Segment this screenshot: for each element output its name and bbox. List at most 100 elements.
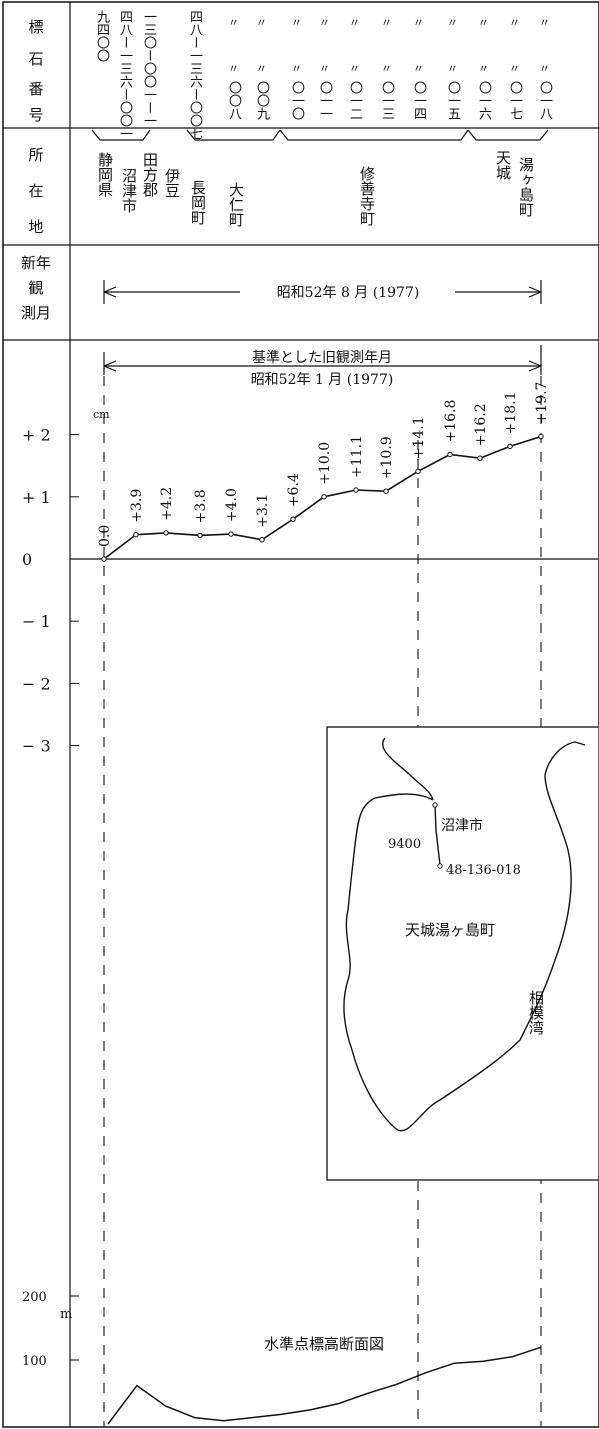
ditto-mark: 〃 [509,16,520,29]
location-shuzenji: 修善寺町 [358,166,376,226]
header-char: 号 [28,106,43,124]
ditto-mark: 〃 [349,16,360,29]
data-point [228,531,234,537]
data-label: +6.4 [286,473,302,507]
bench-number: 〇一八 [537,81,552,120]
header-char: 観 [28,279,43,297]
ditto-mark: 〃 [381,16,392,29]
data-label: +3.8 [193,489,209,523]
location-amagi: 天城 [494,150,512,180]
data-label: +3.9 [129,489,145,523]
new-observation-arrow [103,280,542,304]
y-tick-label: − 2 [22,674,51,693]
elevation-ticks: 200 100 [22,1290,79,1369]
bench-number: 〇〇九 [254,81,269,120]
map-label-end: 48-136-018 [446,863,521,878]
header-char: 番 [28,80,43,98]
header-char: 石 [28,50,43,68]
map-label-start: 9400 [388,837,421,852]
header-labels: 標 石 番 号 所 在 地 新年 観 測月 [21,18,51,322]
elevation-tick-label: 200 [22,1290,47,1305]
data-point [477,455,483,461]
location-tagata-county: 田方郡 [141,152,159,197]
new-observation-header: 新年 観 測月 [21,254,51,322]
ditto-mark: 〃 [319,16,330,29]
ditto-mark: 〃 [478,16,489,29]
elevation-profile-chart: m 200 100 水準点標高断面図 [22,1290,542,1425]
cm-unit-label: cm [93,408,110,421]
ditto-mark: 〃 [349,62,360,75]
data-point [321,494,327,500]
data-point [383,488,389,494]
location-yugashima: 湯ヶ島町 [517,157,535,217]
ditto-mark: 〃 [228,62,239,75]
bench-number: 九四〇〇 [94,10,109,62]
location-header: 所 在 地 [28,146,43,236]
data-point [290,516,296,522]
ditto-mark: 〃 [381,62,392,75]
data-point [259,537,265,543]
data-point [507,443,513,450]
bench-number: 四八ー一三六ー〇〇七 [187,10,202,140]
bench-number: 四八ー一三六ー〇〇一 [117,10,132,140]
inset-map: 沼津市 9400 48-136-018 天城湯ヶ島町 [326,726,599,1181]
data-point [101,556,107,562]
data-point [133,532,139,538]
location-nagaoka: 長岡町 [189,180,207,225]
location-izu: 伊豆 [163,168,181,198]
header-char: 標 [28,18,43,36]
bench-number: 〇一五 [445,81,460,120]
reference-arrow [103,345,542,375]
data-label: +4.2 [159,487,175,521]
route-start-point [432,802,438,808]
river-line [382,737,434,801]
data-label: +11.1 [349,435,365,478]
data-label: +16.2 [473,403,489,446]
y-tick-label: + 2 [22,426,51,445]
reference-date-label: 基準とした旧観測年月 [252,349,392,366]
data-point [163,530,169,536]
dashed-guides [103,376,542,1427]
data-point [447,451,453,458]
data-label: +10.0 [317,442,333,485]
map-label-numazu: 沼津市 [441,817,483,834]
ditto-mark: 〃 [539,16,550,29]
header-char: 測月 [21,304,51,322]
ditto-mark: 〃 [413,16,424,29]
data-point [415,468,421,474]
ditto-mark: 〃 [413,62,424,75]
ditto-mark: 〃 [447,62,458,75]
displacement-chart: cm + 2 + 1 0 − 1 − 2 − 3 0.0 +3.9 +4.2 +3.8 +4.0 +… [22,382,599,756]
ditto-mark: 〃 [539,62,550,75]
bench-number: 一三〇ー〇〇一ー一 [141,10,156,127]
ditto-mark: 〃 [256,62,267,75]
y-tick-label: − 3 [22,737,51,756]
ditto-mark: 〃 [291,62,302,75]
data-point [538,433,544,440]
header-char: 新年 [21,254,51,272]
ditto-mark: 〃 [256,16,267,29]
elevation-line [107,1346,542,1425]
displacement-data-labels: 0.0 +3.9 +4.2 +3.8 +4.0 +3.1 +6.4 +10.0 +11.1 +10… [97,382,550,547]
bench-number: 〇一一 [317,81,332,120]
map-label-yugashima: 天城湯ヶ島町 [405,921,495,939]
header-char: 地 [28,218,43,236]
bench-number-header: 標 石 番 号 [28,18,43,124]
data-label: +4.0 [224,488,240,522]
bench-number: 〇一三 [379,81,394,120]
reference-date: 昭和52年 1 月 (1977) [251,372,394,388]
ditto-mark: 〃 [291,16,302,29]
data-label: +16.8 [443,400,459,443]
y-tick-label: − 1 [22,612,51,631]
ditto-mark: 〃 [447,16,458,29]
route-end-point [437,863,443,869]
data-point [197,532,203,539]
map-label-bay: 相模湾 [527,990,545,1035]
elevation-title: 水準点標高断面図 [264,1335,384,1353]
peninsula-outline [343,741,586,1132]
bench-number: 〇〇八 [226,81,241,120]
ditto-mark: 〃 [478,62,489,75]
data-label: +10.9 [379,436,395,479]
y-tick-label: 0 [22,550,32,569]
